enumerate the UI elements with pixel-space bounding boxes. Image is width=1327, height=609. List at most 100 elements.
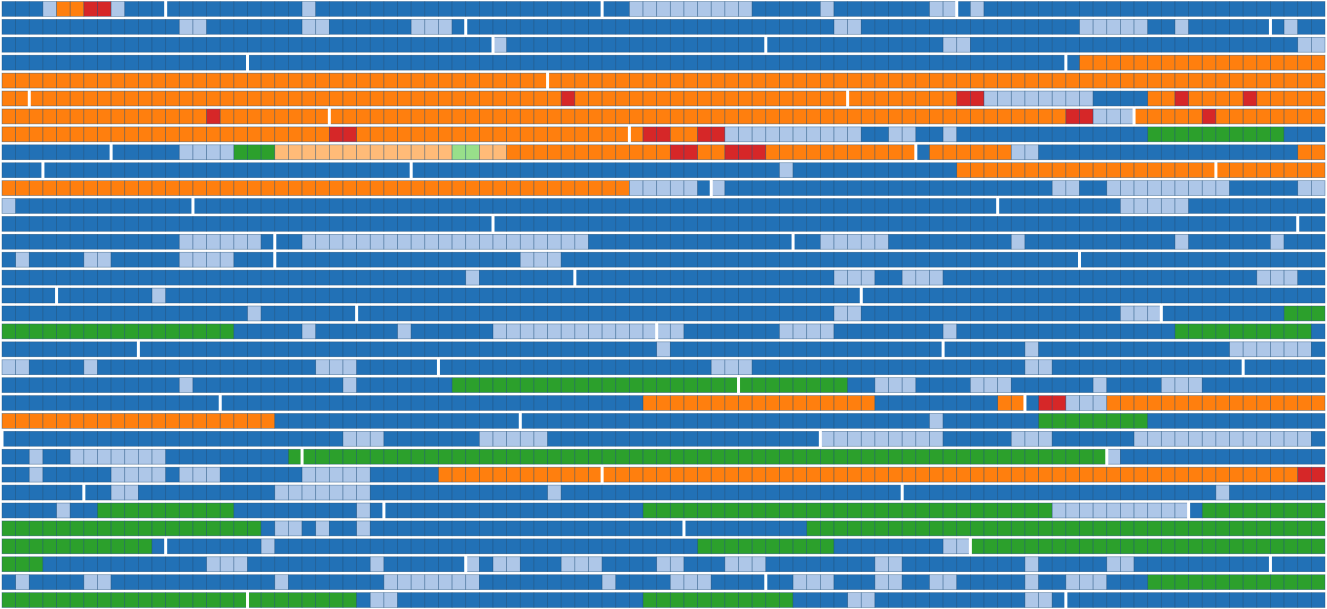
- heatmap-cell: [574, 395, 589, 411]
- heatmap-cell: [574, 1, 589, 17]
- heatmap-cell: [860, 19, 876, 35]
- heatmap-cell: [792, 108, 808, 125]
- heatmap-cell: [1, 90, 16, 107]
- heatmap-cell: [97, 341, 112, 358]
- heatmap-cell: [260, 144, 276, 161]
- heatmap-cell: [465, 180, 480, 196]
- heatmap-cell: [1038, 305, 1053, 322]
- heatmap-cell: [1201, 520, 1217, 537]
- heatmap-cell: [1133, 198, 1149, 214]
- heatmap-cell: [260, 448, 276, 465]
- heatmap-cell: [138, 180, 153, 196]
- heatmap-cell: [956, 305, 971, 322]
- heatmap-cell: [519, 90, 535, 107]
- heatmap-cell: [710, 126, 726, 143]
- heatmap-cell: [983, 251, 999, 268]
- heatmap-cell: [192, 574, 207, 590]
- heatmap-cell: [1174, 162, 1189, 178]
- heatmap-cell: [192, 251, 207, 268]
- heatmap-row: [1, 269, 1326, 287]
- heatmap-cell: [124, 323, 139, 340]
- heatmap-cell: [901, 90, 917, 107]
- heatmap-cell: [1, 162, 16, 178]
- heatmap-cell: [192, 377, 207, 393]
- heatmap-cell: [506, 466, 521, 483]
- heatmap-cell: [1201, 36, 1217, 53]
- heatmap-cell: [779, 341, 794, 358]
- heatmap-cell: [1092, 538, 1108, 555]
- heatmap-cell: [479, 484, 494, 501]
- heatmap-cell: [888, 556, 903, 573]
- heatmap-cell: [956, 466, 971, 483]
- heatmap-cell: [301, 448, 317, 465]
- heatmap-cell: [1147, 216, 1162, 232]
- heatmap-cell: [1, 234, 16, 250]
- heatmap-cell: [1188, 36, 1203, 53]
- heatmap-cell: [519, 359, 535, 375]
- heatmap-cell: [560, 287, 576, 304]
- heatmap-cell: [1092, 395, 1108, 411]
- heatmap-cell: [588, 323, 603, 340]
- heatmap-cell: [710, 19, 726, 35]
- heatmap-cell: [1106, 180, 1121, 196]
- heatmap-cell: [792, 72, 808, 89]
- heatmap-cell: [656, 1, 671, 17]
- heatmap-cell: [942, 90, 958, 107]
- heatmap-cell: [1147, 377, 1162, 393]
- block-separator: [1214, 161, 1218, 179]
- heatmap-cell: [219, 269, 235, 286]
- heatmap-cell: [1106, 1, 1121, 17]
- heatmap-cell: [1229, 305, 1244, 322]
- heatmap-cell: [929, 323, 944, 340]
- heatmap-cell: [833, 180, 848, 196]
- heatmap-cell: [956, 234, 971, 250]
- heatmap-cell: [1120, 592, 1135, 608]
- heatmap-cell: [547, 36, 562, 53]
- heatmap-cell: [138, 520, 153, 537]
- heatmap-cell: [1201, 198, 1217, 214]
- heatmap-cell: [1311, 1, 1326, 17]
- heatmap-cell: [601, 305, 617, 322]
- heatmap-cell: [1229, 162, 1244, 178]
- heatmap-cell: [642, 305, 658, 322]
- heatmap-cell: [1024, 466, 1039, 483]
- heatmap-cell: [901, 216, 917, 232]
- heatmap-cell: [315, 448, 330, 465]
- heatmap-cell: [56, 359, 71, 375]
- block-separator: [764, 36, 768, 54]
- heatmap-cell: [301, 216, 317, 232]
- heatmap-cell: [1215, 198, 1230, 214]
- heatmap-cell: [260, 36, 276, 53]
- heatmap-cell: [929, 377, 944, 393]
- heatmap-cell: [656, 72, 671, 89]
- heatmap-cell: [165, 448, 180, 465]
- heatmap-cell: [697, 216, 712, 232]
- heatmap-cell: [601, 198, 617, 214]
- heatmap-cell: [397, 90, 412, 107]
- heatmap-cell: [942, 448, 958, 465]
- heatmap-cell: [901, 54, 917, 71]
- heatmap-cell: [1256, 574, 1271, 590]
- heatmap-cell: [724, 556, 739, 573]
- block-separator: [41, 161, 45, 179]
- heatmap-cell: [424, 216, 439, 232]
- heatmap-cell: [847, 466, 862, 483]
- heatmap-cell: [901, 108, 917, 125]
- heatmap-cell: [710, 72, 726, 89]
- heatmap-cell: [1079, 413, 1094, 429]
- heatmap-cell: [615, 162, 630, 178]
- heatmap-cell: [165, 395, 180, 411]
- heatmap-cell: [601, 72, 617, 89]
- heatmap-cell: [301, 574, 317, 590]
- heatmap-cell: [874, 395, 889, 411]
- heatmap-cell: [601, 520, 617, 537]
- heatmap-cell: [533, 19, 548, 35]
- heatmap-cell: [1120, 287, 1135, 304]
- heatmap-cell: [15, 108, 30, 125]
- heatmap-cell: [1079, 592, 1094, 608]
- heatmap-cell: [806, 180, 821, 196]
- heatmap-cell: [1174, 198, 1189, 214]
- heatmap-cell: [819, 556, 835, 573]
- heatmap-cell: [192, 502, 207, 519]
- heatmap-cell: [1133, 377, 1149, 393]
